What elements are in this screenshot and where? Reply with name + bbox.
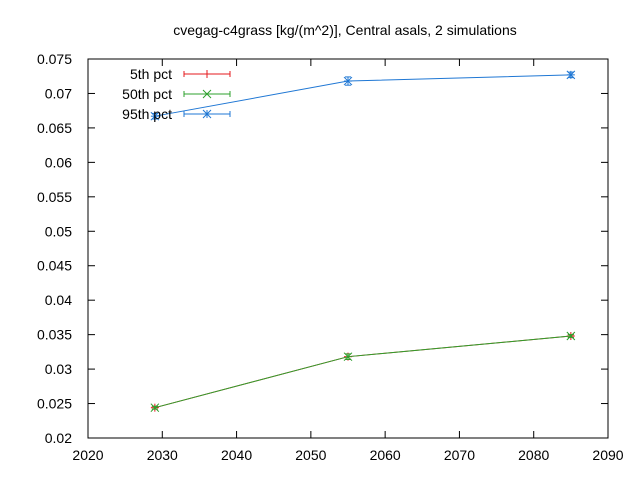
data-point (343, 352, 353, 362)
x-tick-label: 2080 (518, 447, 549, 463)
series-2 (150, 70, 576, 121)
series-1 (150, 331, 576, 413)
legend-marker (202, 109, 212, 119)
y-tick-label: 0.04 (45, 292, 72, 308)
x-tick-label: 2060 (370, 447, 401, 463)
legend-label: 95th pct (122, 106, 172, 122)
legend-item-2: 95th pct (122, 106, 231, 122)
x-tick-label: 2090 (592, 447, 623, 463)
chart-title: cvegag-c4grass [kg/(m^2)], Central asals… (173, 22, 516, 38)
y-tick-label: 0.065 (37, 120, 72, 136)
y-tick-label: 0.055 (37, 189, 72, 205)
legend-marker (202, 89, 212, 99)
data-point (150, 111, 160, 121)
y-tick-label: 0.045 (37, 258, 72, 274)
data-point (150, 403, 160, 413)
legend-label: 5th pct (130, 66, 172, 82)
plot-frame (87, 58, 609, 439)
data-point (566, 331, 576, 341)
y-tick-label: 0.02 (45, 430, 72, 446)
x-tick-label: 2040 (221, 447, 252, 463)
legend-marker (203, 70, 211, 78)
axes-layer: 2020 2030 2040 2050 2060 2070 2080 2090 0.02 0.02… (37, 51, 624, 463)
x-tick-label: 2020 (72, 447, 103, 463)
series-line (154, 74, 571, 117)
legend: 5th pct 50th pct 95th pct (122, 66, 231, 122)
legend-item-1: 50th pct (122, 86, 231, 102)
y-tick-label: 0.025 (37, 396, 72, 412)
legend-label: 50th pct (122, 86, 172, 102)
series-line (154, 335, 571, 409)
y-tick-label: 0.035 (37, 327, 72, 343)
y-tick-label: 0.03 (45, 361, 72, 377)
y-tick-label: 0.07 (45, 85, 72, 101)
series-layer (150, 70, 576, 413)
y-tick-label: 0.06 (45, 154, 72, 170)
data-point (343, 76, 353, 86)
legend-item-0: 5th pct (130, 66, 231, 82)
y-tick-label: 0.05 (45, 223, 72, 239)
x-tick-label: 2070 (444, 447, 475, 463)
series-0 (150, 332, 575, 412)
data-point (566, 70, 576, 80)
x-tick-label: 2030 (147, 447, 178, 463)
y-tick-label: 0.075 (37, 51, 72, 67)
x-tick-label: 2050 (295, 447, 326, 463)
series-line (154, 335, 571, 409)
